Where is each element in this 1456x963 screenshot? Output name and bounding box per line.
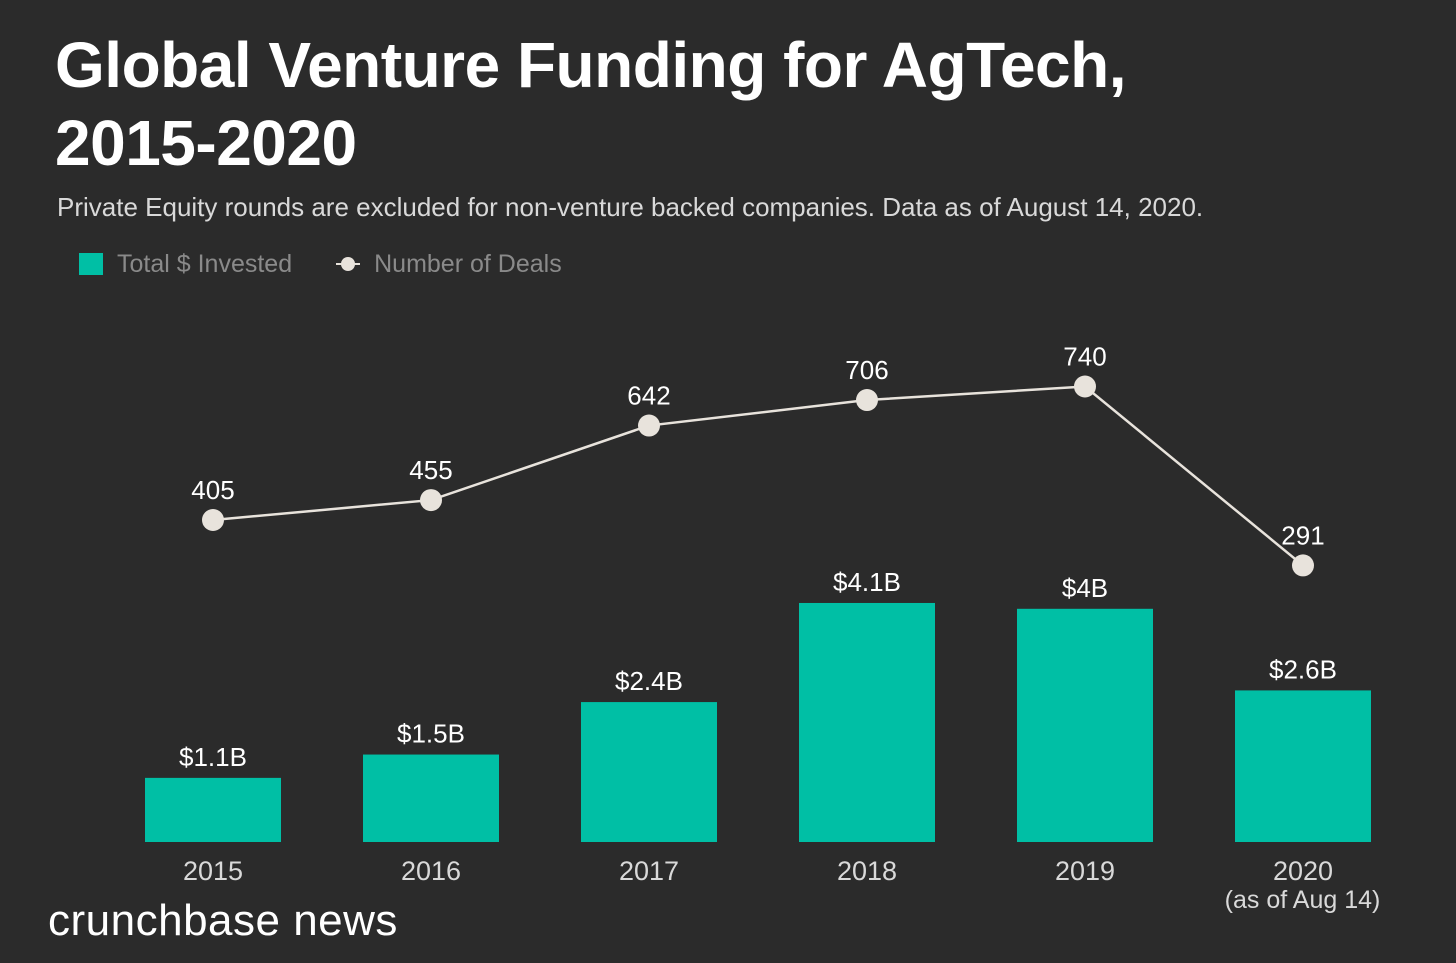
chart-subtitle: Private Equity rounds are excluded for n… bbox=[57, 192, 1204, 222]
bar-label-2020: $2.6B bbox=[1269, 654, 1337, 684]
deals-label-2017: 642 bbox=[627, 381, 670, 411]
bar-2016 bbox=[363, 754, 499, 842]
bar-2019 bbox=[1017, 608, 1153, 842]
legend-item-deals: Number of Deals bbox=[336, 250, 562, 279]
bar-2020 bbox=[1235, 690, 1371, 842]
x-tick-2016: 2016 bbox=[401, 856, 461, 886]
bar-2015 bbox=[145, 777, 281, 842]
legend: Total $ Invested Number of Deals bbox=[79, 248, 606, 280]
legend-label-invested: Total $ Invested bbox=[117, 249, 293, 278]
deals-point-2015 bbox=[202, 509, 224, 531]
deals-label-2018: 706 bbox=[845, 355, 888, 385]
bar-2017 bbox=[581, 702, 717, 842]
crunchbase-news-logo: crunchbase news bbox=[48, 896, 398, 945]
deals-point-2020 bbox=[1292, 554, 1314, 577]
title-line-2: 2015-2020 bbox=[55, 107, 357, 179]
bar-label-2019: $4B bbox=[1062, 573, 1108, 603]
legend-item-invested: Total $ Invested bbox=[79, 250, 292, 279]
x-tick-2017: 2017 bbox=[619, 856, 679, 886]
deals-label-2015: 405 bbox=[191, 475, 234, 505]
bar-label-2018: $4.1B bbox=[833, 567, 901, 597]
chart-title: Global Venture Funding for AgTech, 2015-… bbox=[55, 26, 1355, 182]
legend-bar-swatch bbox=[79, 253, 103, 275]
legend-line-swatch bbox=[336, 252, 361, 276]
deals-point-2017 bbox=[638, 414, 660, 437]
legend-label-deals: Number of Deals bbox=[374, 249, 562, 278]
x-tick-2019: 2019 bbox=[1055, 856, 1115, 886]
deals-line bbox=[212, 385, 1304, 567]
bar-label-2015: $1.1B bbox=[179, 742, 247, 772]
deals-label-2016: 455 bbox=[409, 455, 452, 485]
deals-point-2019 bbox=[1074, 375, 1096, 398]
bar-label-2016: $1.5B bbox=[397, 719, 465, 749]
bar-2018 bbox=[799, 602, 935, 842]
bar-label-2017: $2.4B bbox=[615, 666, 683, 696]
deals-label-2019: 740 bbox=[1063, 342, 1106, 372]
deals-label-2020: 291 bbox=[1281, 520, 1324, 550]
deals-point-2016 bbox=[420, 489, 442, 512]
x-tick-2015: 2015 bbox=[183, 856, 243, 886]
x-tick-2020: 2020 bbox=[1273, 856, 1333, 886]
title-line-1: Global Venture Funding for AgTech, bbox=[55, 29, 1127, 101]
deals-point-2018 bbox=[856, 389, 878, 412]
category-note: (as of Aug 14) bbox=[1224, 886, 1381, 914]
x-tick-2018: 2018 bbox=[837, 856, 897, 886]
